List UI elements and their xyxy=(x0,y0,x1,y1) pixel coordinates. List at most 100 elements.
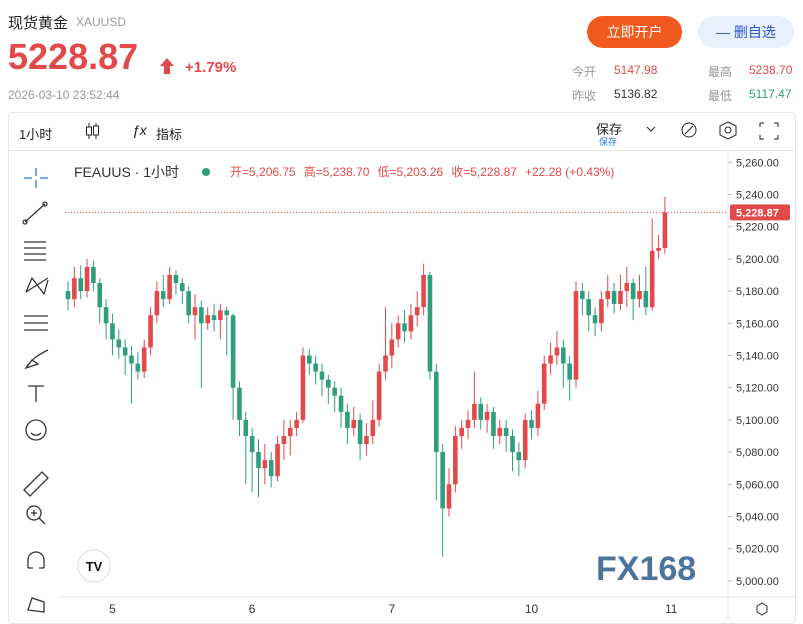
candle-body xyxy=(478,403,484,420)
candle-body xyxy=(510,435,515,453)
candle-body xyxy=(605,291,611,300)
candle-body xyxy=(103,307,109,324)
y-tick-label: 5,060.00 xyxy=(736,479,779,491)
y-tick-label: 5,120.00 xyxy=(736,383,779,395)
x-tick-label: 11 xyxy=(665,602,678,616)
candle-body xyxy=(230,315,236,388)
timestamp: 2026-03-10 23:52:44 xyxy=(8,88,120,102)
candle-body xyxy=(389,339,395,356)
candle-body xyxy=(65,291,71,300)
candle-type-button[interactable] xyxy=(84,121,102,141)
candle-body xyxy=(141,347,147,372)
candle-body xyxy=(135,363,141,372)
candle-body xyxy=(529,419,534,428)
candle-body xyxy=(637,291,642,300)
candle-body xyxy=(154,291,160,316)
up-arrow xyxy=(160,58,174,74)
y-tick-label: 5,160.00 xyxy=(736,318,779,330)
candle-body xyxy=(256,452,261,469)
candle-body xyxy=(592,315,598,324)
candle-body xyxy=(173,274,179,284)
candle-body xyxy=(472,403,477,420)
candle-body xyxy=(287,427,293,436)
y-tick-label: 5,020.00 xyxy=(736,544,779,556)
candle-body xyxy=(148,315,153,348)
candle-body xyxy=(624,283,630,292)
save-button[interactable]: 保存 xyxy=(596,122,623,137)
candle-body xyxy=(262,460,268,469)
candle-body xyxy=(326,379,331,388)
y-tick-label: 5,200.00 xyxy=(736,254,779,266)
remove-watch-button[interactable]: — 删自选 xyxy=(698,16,794,48)
candle-body xyxy=(383,355,388,372)
candle-body xyxy=(491,411,496,436)
candle-body xyxy=(497,427,503,436)
candle-body xyxy=(453,435,458,485)
candle-body xyxy=(281,435,287,445)
candle-body xyxy=(376,371,382,420)
stat-label: 今开 xyxy=(572,65,597,79)
candle-body xyxy=(129,355,134,364)
candle-body xyxy=(268,460,274,477)
candle-body xyxy=(599,299,604,324)
y-tick-label: 5,100.00 xyxy=(736,415,779,427)
drawing-tools[interactable] xyxy=(18,160,54,620)
x-tick-label: 7 xyxy=(389,602,396,616)
open-account-button[interactable]: 立即开户 xyxy=(587,16,682,48)
candle-body xyxy=(541,363,547,404)
y-tick-label: 5,080.00 xyxy=(736,447,779,459)
candle-body xyxy=(446,484,452,509)
candle-body xyxy=(535,403,541,428)
x-tick-label: 6 xyxy=(249,602,256,616)
candle-body xyxy=(249,435,255,453)
candle-body xyxy=(218,310,223,321)
interval-button[interactable]: 1小时 xyxy=(19,127,53,142)
candle-body xyxy=(307,355,312,364)
candle-body xyxy=(180,283,185,292)
candle-body xyxy=(351,419,357,428)
y-tick-label: 5,040.00 xyxy=(736,511,779,523)
candle-body xyxy=(414,307,420,316)
candle-body xyxy=(167,274,172,300)
indicators-button[interactable]: 指标 xyxy=(156,127,183,142)
candle-body xyxy=(567,363,572,380)
price: 5228.87 xyxy=(8,36,139,77)
candle-body xyxy=(662,212,668,249)
candle-body xyxy=(656,248,661,251)
candle-body xyxy=(586,299,591,316)
candle-body xyxy=(243,419,249,436)
candle-body xyxy=(300,355,306,420)
candle-body xyxy=(186,291,191,316)
divider xyxy=(9,150,794,151)
candle-body xyxy=(91,266,96,284)
candle-body xyxy=(554,347,560,356)
last-price-label: 5,228.87 xyxy=(736,207,779,219)
candle-body xyxy=(618,291,623,304)
candle-body xyxy=(205,315,210,324)
candle-body xyxy=(364,435,369,445)
dropdown[interactable] xyxy=(645,124,657,134)
candle-body xyxy=(294,419,299,428)
candle-body xyxy=(421,274,426,308)
candle-body xyxy=(503,427,509,436)
candle-body xyxy=(110,323,115,340)
candle-body xyxy=(561,347,566,364)
candle-body xyxy=(395,323,401,340)
stat-label: 最低 xyxy=(708,89,733,103)
logo: TV xyxy=(86,559,103,574)
stat-value: 5117.47 xyxy=(749,87,792,101)
change: +1.79% xyxy=(185,59,237,76)
candle-body xyxy=(580,291,585,300)
candle-body xyxy=(116,339,122,348)
candle-body xyxy=(427,274,433,372)
candle-body xyxy=(630,283,636,300)
candle-body xyxy=(484,411,490,420)
candle-body xyxy=(402,323,407,332)
logo-bg xyxy=(77,549,111,583)
ohlc-close: 收=5,228.87 xyxy=(451,165,517,179)
candle-body xyxy=(516,452,522,461)
candle-body xyxy=(345,411,350,428)
stat-label: 昨收 xyxy=(572,89,597,103)
ohlc-high: 高=5,238.70 xyxy=(304,164,370,179)
